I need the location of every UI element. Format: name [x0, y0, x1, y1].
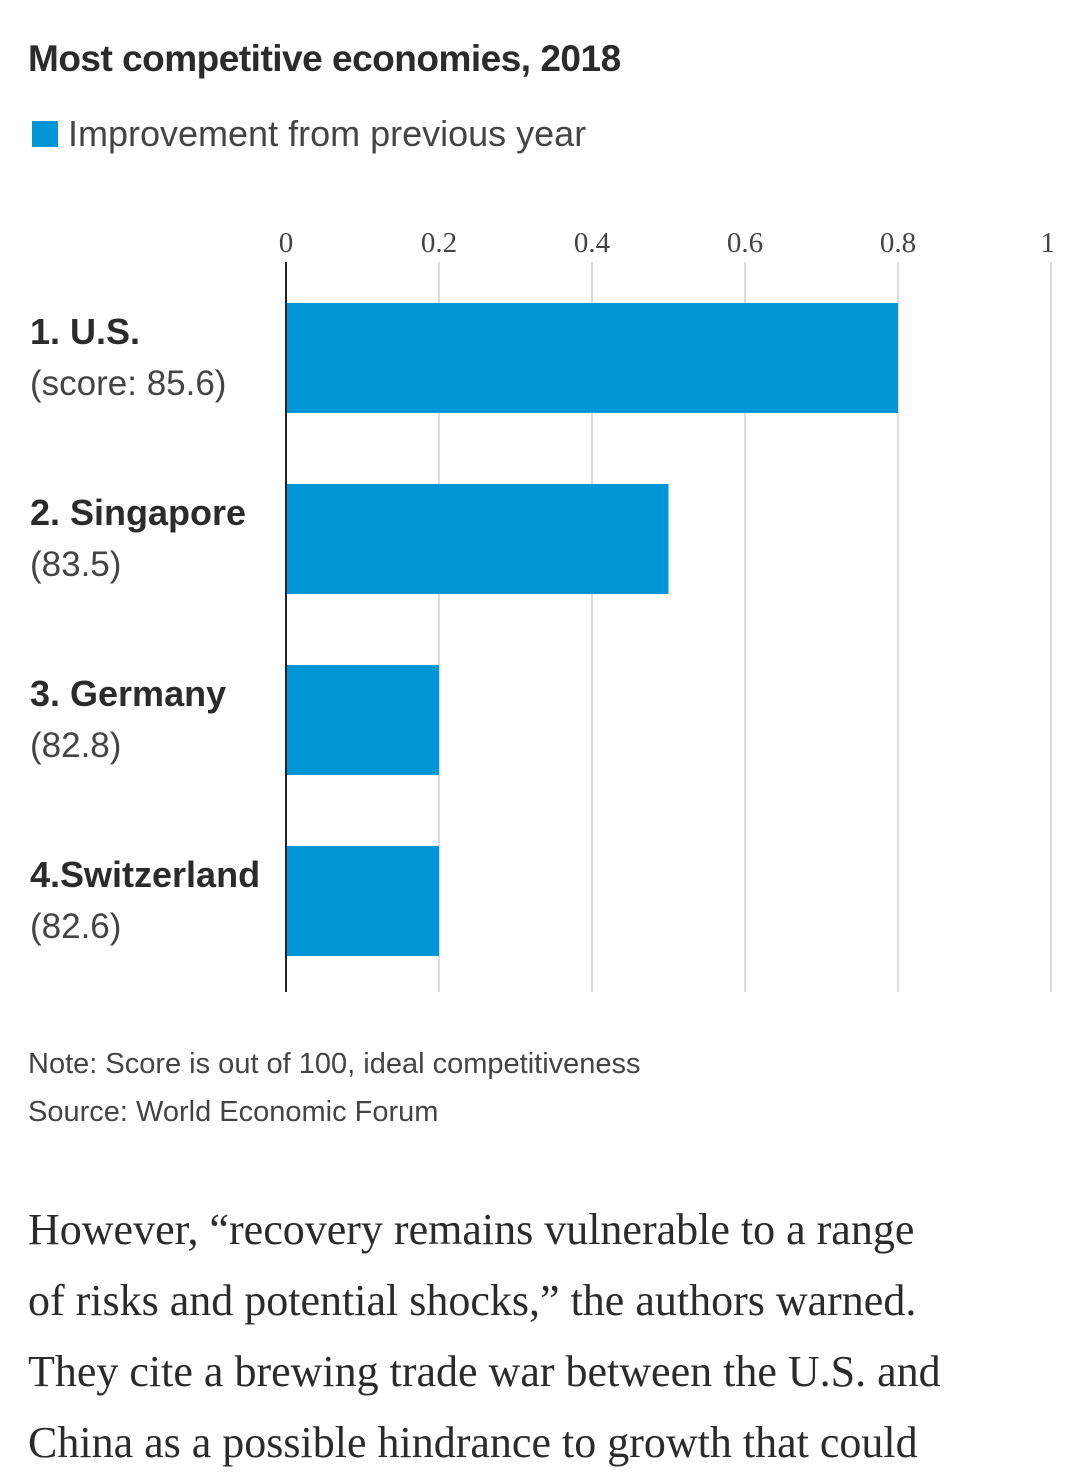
- article-paragraph: However, “recovery remains vulnerable to…: [28, 1194, 1068, 1478]
- x-tick-label: 0.4: [574, 227, 611, 259]
- category-name: 4.Switzerland: [30, 854, 261, 895]
- x-tick-label: 0.8: [880, 227, 916, 259]
- category-score: (82.8): [30, 726, 122, 765]
- category-label-us: 1. U.S. (score: 85.6): [30, 306, 226, 410]
- bar: [286, 303, 898, 413]
- category-name: 3. Germany: [30, 673, 227, 714]
- category-label-germany: 3. Germany (82.8): [30, 668, 226, 772]
- category-label-singapore: 2. Singapore (83.5): [30, 487, 246, 591]
- chart-legend: Improvement from previous year: [32, 112, 586, 156]
- category-score: (82.6): [30, 907, 122, 946]
- article-line: China as a possible hindrance to growth …: [28, 1418, 918, 1467]
- article-line: They cite a brewing trade war between th…: [28, 1347, 941, 1396]
- source-text: Source: World Economic Forum: [28, 1096, 439, 1128]
- bar: [286, 665, 439, 775]
- bar-chart: 0 0.2 0.4 0.6 0.8 1: [279, 227, 1056, 992]
- legend-swatch: [32, 121, 58, 147]
- article-line: However, “recovery remains vulnerable to…: [28, 1205, 915, 1254]
- x-tick-label: 1: [1041, 227, 1056, 259]
- x-tick-label: 0: [279, 227, 294, 259]
- bar: [286, 846, 439, 956]
- chart-title: Most competitive economies, 2018: [28, 38, 621, 79]
- category-label-switzerland: 4.Switzerland (82.6): [30, 849, 260, 953]
- category-score: (83.5): [30, 545, 122, 584]
- chart-notes: Note: Score is out of 100, ideal competi…: [28, 1040, 641, 1136]
- x-tick-label: 0.2: [421, 227, 457, 259]
- category-score: (score: 85.6): [30, 364, 227, 403]
- category-name: 1. U.S.: [30, 311, 141, 352]
- category-name: 2. Singapore: [30, 492, 247, 533]
- bar: [286, 484, 669, 594]
- x-tick-label: 0.6: [727, 227, 763, 259]
- article-line: of risks and potential shocks,” the auth…: [28, 1276, 917, 1325]
- note-text: Note: Score is out of 100, ideal competi…: [28, 1048, 641, 1080]
- legend-label: Improvement from previous year: [68, 113, 587, 154]
